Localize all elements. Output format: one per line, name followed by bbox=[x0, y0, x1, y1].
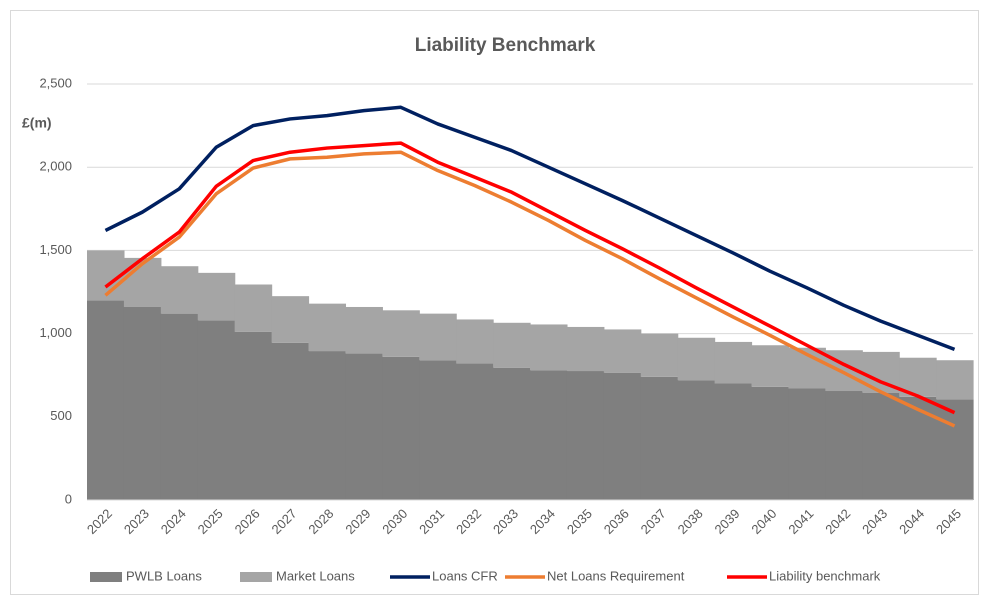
legend-swatch bbox=[240, 572, 272, 582]
area-step bbox=[714, 341, 753, 384]
area-step bbox=[345, 306, 383, 354]
legend-label: Loans CFR bbox=[432, 568, 498, 583]
area-step bbox=[345, 353, 383, 500]
area-step bbox=[566, 371, 605, 500]
area-step bbox=[382, 310, 420, 357]
legend-label: Market Loans bbox=[276, 568, 355, 583]
y-tick-label: 0 bbox=[65, 491, 72, 506]
area-step bbox=[419, 360, 457, 500]
y-tick-label: 500 bbox=[50, 408, 72, 423]
area-step bbox=[271, 342, 310, 500]
chart-title: Liability Benchmark bbox=[415, 35, 596, 56]
area-step bbox=[493, 367, 531, 500]
area-step bbox=[234, 284, 273, 332]
line-series bbox=[104, 150, 956, 428]
area-step bbox=[197, 272, 236, 321]
area-step bbox=[603, 329, 642, 373]
legend-label: Net Loans Requirement bbox=[547, 568, 685, 583]
area-step bbox=[677, 337, 716, 381]
area-step bbox=[382, 356, 420, 500]
area-step bbox=[308, 303, 347, 352]
area-step bbox=[493, 322, 531, 368]
line-series bbox=[104, 105, 956, 352]
area-step bbox=[566, 326, 605, 372]
area-step bbox=[123, 306, 162, 500]
area-step bbox=[308, 351, 347, 500]
legend-label: Liability benchmark bbox=[769, 568, 881, 583]
area-step bbox=[271, 296, 310, 343]
legend-label: PWLB Loans bbox=[126, 568, 202, 583]
area-step bbox=[160, 313, 199, 500]
area-step bbox=[677, 380, 716, 500]
area-step bbox=[456, 319, 494, 364]
y-tick-label: 2,000 bbox=[39, 159, 72, 174]
line-series bbox=[104, 141, 956, 415]
area-step bbox=[714, 383, 753, 500]
area-step bbox=[899, 396, 937, 500]
y-tick-label: 2,500 bbox=[39, 75, 72, 90]
y-tick-label: 1,500 bbox=[39, 242, 72, 257]
area-step bbox=[530, 324, 568, 371]
y-axis-label: £(m) bbox=[22, 115, 52, 131]
area-step bbox=[825, 391, 863, 500]
area-step bbox=[640, 333, 679, 377]
area-step bbox=[936, 399, 974, 500]
area-step bbox=[160, 266, 199, 314]
area-step bbox=[936, 360, 974, 400]
area-step bbox=[640, 376, 679, 500]
area-step bbox=[456, 363, 494, 500]
area-step bbox=[603, 372, 642, 500]
area-step bbox=[197, 320, 236, 500]
area-step bbox=[788, 388, 826, 500]
area-step bbox=[234, 331, 273, 500]
area-step bbox=[751, 386, 790, 500]
area-step bbox=[419, 313, 457, 361]
area-step bbox=[87, 300, 125, 500]
y-tick-label: 1,000 bbox=[39, 325, 72, 340]
area-step bbox=[862, 392, 900, 500]
legend-swatch bbox=[90, 572, 122, 582]
area-step bbox=[530, 370, 568, 500]
area-step bbox=[751, 345, 790, 387]
